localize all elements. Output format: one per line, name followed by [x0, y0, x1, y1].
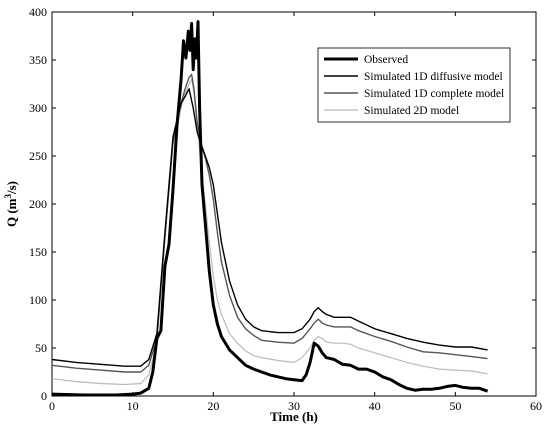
series-line-simulated-2d-model: [51, 78, 488, 386]
legend-label: Simulated 2D model: [364, 105, 459, 117]
series-line-simulated-1d-diffusive-model: [51, 88, 488, 367]
axis-ticks: 0 10 20 30 40 50 60 0 50 100 150 200 250 300 350 400: [29, 5, 542, 413]
plot-area: 0 10 20 30 40 50 60 0 50 100 150 200 250 300 350 400: [29, 5, 542, 413]
legend: Observed Simulated 1D diffusive model Simu…: [317, 47, 511, 123]
y-axis-title-superscript: 3: [3, 193, 13, 198]
y-tick-label: 250: [29, 149, 47, 163]
y-tick-label: 50: [35, 341, 47, 355]
y-tick-label: 0: [41, 389, 47, 403]
y-axis-title: Q (m3/s): [3, 181, 19, 227]
y-tick-label: 100: [29, 293, 47, 307]
y-axis-title-main: Q (m: [4, 198, 19, 227]
y-axis-title-tail: /s): [4, 181, 19, 195]
legend-label: Observed: [364, 54, 408, 66]
y-tick-label: 350: [29, 53, 47, 67]
x-tick-label: 50: [449, 399, 461, 413]
y-tick-label: 300: [29, 101, 47, 115]
x-tick-label: 40: [369, 399, 381, 413]
series-layer: [51, 20, 489, 397]
x-tick-label: 30: [288, 399, 300, 413]
y-tick-label: 400: [29, 5, 47, 19]
legend-label: Simulated 1D complete model: [364, 88, 504, 100]
y-tick-label: 150: [29, 245, 47, 259]
x-tick-label: 10: [127, 399, 139, 413]
x-tick-label: 0: [49, 399, 55, 413]
y-tick-label: 200: [29, 197, 47, 211]
x-tick-label: 20: [207, 399, 219, 413]
legend-label: Simulated 1D diffusive model: [364, 71, 503, 83]
x-tick-label: 60: [530, 399, 542, 413]
x-axis-title: Time (h): [270, 409, 318, 424]
series-line-observed: [51, 20, 489, 397]
